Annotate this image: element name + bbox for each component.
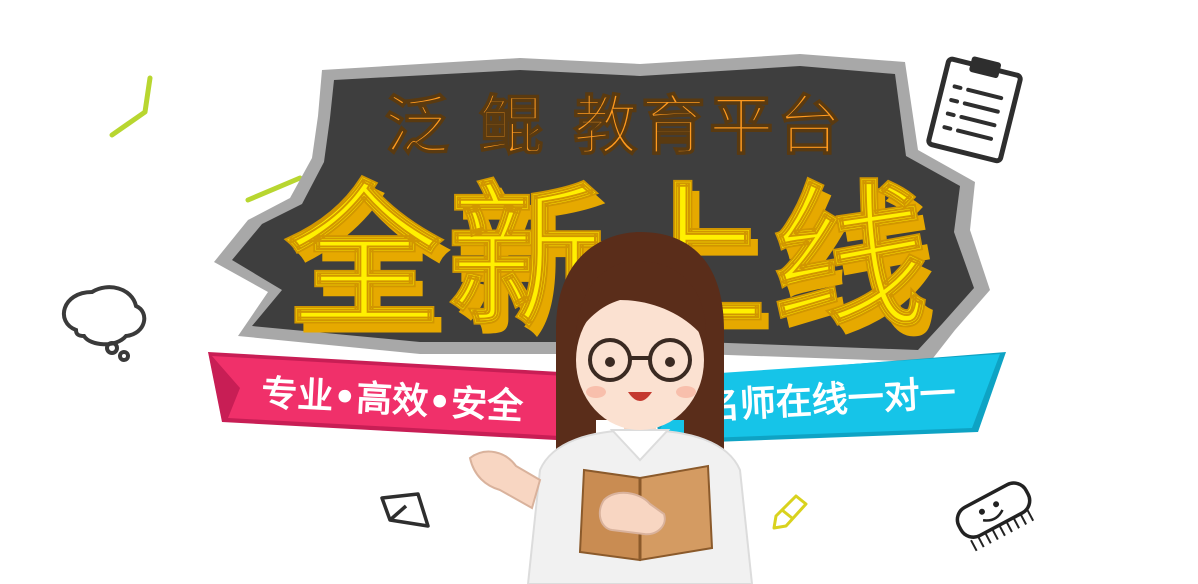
speech-bubble-icon (61, 285, 147, 362)
title-badge (214, 54, 990, 362)
right-ribbon (646, 352, 1006, 444)
paper-plane-icon (380, 492, 430, 528)
left-ribbon (208, 352, 565, 440)
pencil-icon (772, 494, 808, 530)
clipboard-icon (926, 56, 1023, 164)
teacher-illustration (468, 232, 754, 584)
platform-title: 泛 鲲 教育平台 (385, 90, 846, 164)
scrub-brush-icon (955, 481, 1035, 552)
